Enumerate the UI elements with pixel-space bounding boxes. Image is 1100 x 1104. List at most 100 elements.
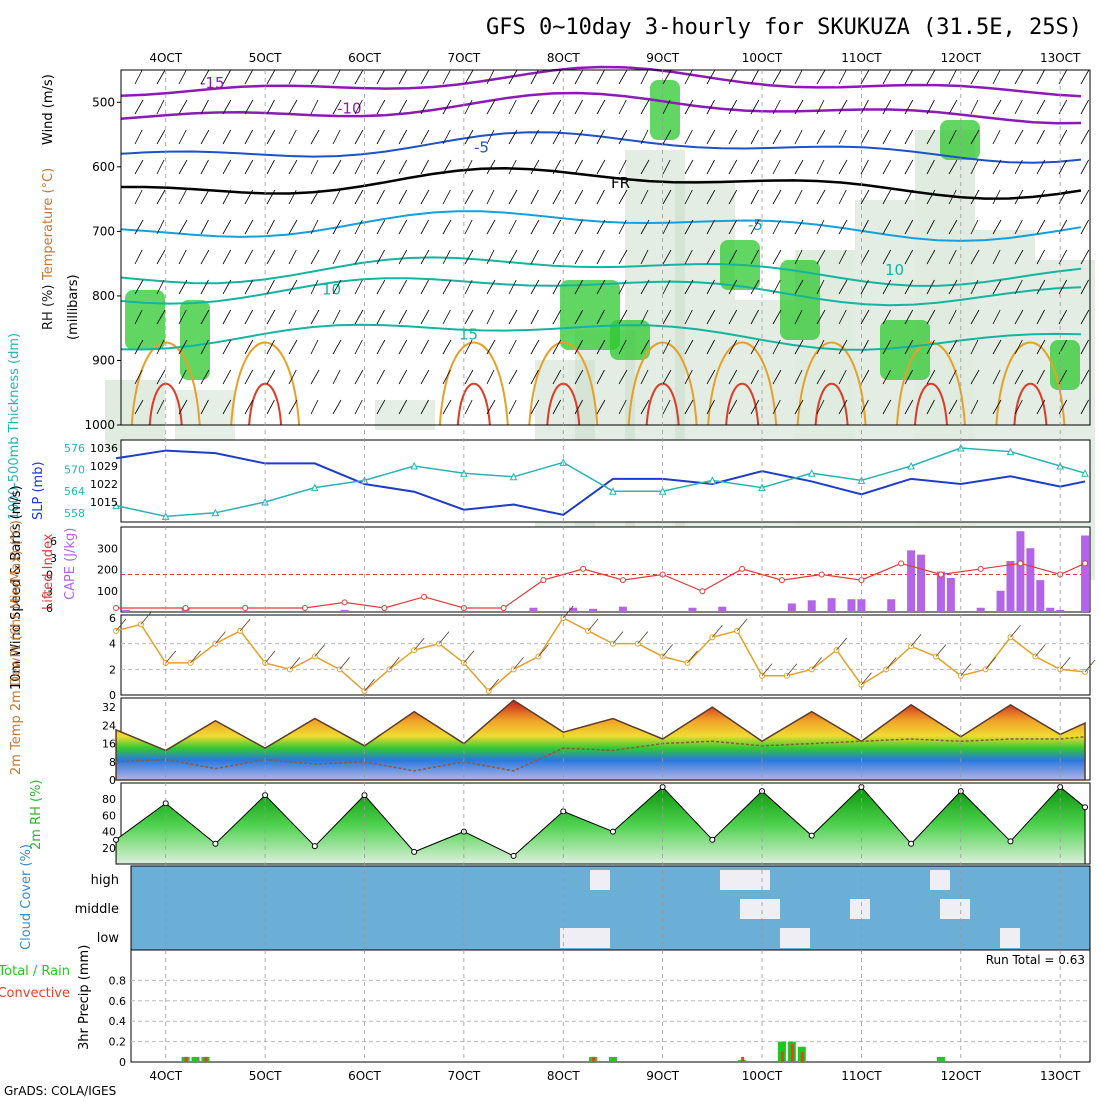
thickness-point [310, 483, 319, 492]
wind-barb [178, 399, 188, 415]
pressure-tick-label: 900 [92, 353, 115, 367]
wind-barb [420, 189, 430, 205]
precip-convective-bar [184, 1056, 188, 1062]
wind-10m-barb [637, 631, 649, 644]
wind-barb [530, 129, 539, 145]
wind-barb [948, 249, 957, 265]
wind-barb [1014, 159, 1023, 175]
wind-barb [354, 309, 364, 325]
wind-barb [222, 189, 232, 205]
rh-area [115, 786, 1086, 865]
wind-barb [1058, 129, 1068, 145]
wind-barb [530, 339, 540, 355]
wind-barb [354, 69, 364, 85]
wind-barb [838, 159, 848, 175]
wind-barb [970, 279, 979, 295]
wind-barb [398, 369, 408, 385]
wind-barb [530, 309, 539, 325]
wind-barb [1058, 279, 1068, 295]
wind-barb [464, 159, 473, 175]
wind-barb [442, 249, 451, 265]
wind-barb [838, 219, 848, 235]
wind-barb [310, 159, 319, 175]
wind-barb [1014, 279, 1023, 295]
wind-barb [772, 69, 782, 85]
wind-barb [706, 69, 716, 85]
wind-barb [244, 399, 254, 415]
wind-barb [706, 399, 715, 415]
wind-barb [904, 309, 914, 325]
wind-10m-panel: 0 2 4 6 10m Wind Speed & Barbs (m/s) [9, 485, 1096, 702]
isotherm-line-1 [120, 91, 1082, 125]
x-tick-label-top: 10OCT [742, 51, 783, 65]
wind-barb [838, 69, 847, 85]
wind-barb [442, 159, 452, 175]
cape-bar [887, 599, 896, 612]
wind-barb [882, 279, 892, 295]
wind-barb [992, 69, 1001, 85]
wind-barb [838, 339, 848, 355]
wind-barb [618, 129, 628, 145]
wind-barb [1036, 189, 1045, 205]
li-point [182, 605, 189, 611]
wind-barb [640, 339, 650, 355]
rh-point [1007, 838, 1014, 845]
wind-barb [1080, 189, 1090, 205]
wind-barb [552, 129, 562, 145]
li-point [1082, 560, 1089, 567]
wind-barb [486, 129, 495, 145]
wind-barb [486, 69, 495, 85]
wind-barb [420, 99, 429, 115]
wind-barb [750, 309, 759, 325]
wind-barb [750, 159, 760, 175]
wind-10m-barb [761, 663, 773, 677]
wind-barb [662, 399, 671, 415]
wind-barb [266, 369, 276, 385]
li-point [580, 565, 587, 572]
cape-panel-frame [120, 526, 1091, 613]
millibars-axis-label: (millibars) [66, 274, 81, 340]
wind-barb [662, 189, 672, 205]
wind-barb [552, 219, 562, 235]
wind-barb [574, 339, 584, 355]
footer-credit: GrADS: COLA/IGES [4, 1084, 116, 1098]
wind-barb [684, 159, 694, 175]
precip-axis-label: 3hr Precip (mm) [77, 945, 92, 1050]
wind-barb [728, 99, 738, 115]
wind-barb [882, 249, 892, 265]
x-tick-label-bottom: 5OCT [249, 1069, 282, 1083]
wind-barb [464, 249, 474, 265]
x-tick-label-top: 6OCT [348, 51, 381, 65]
wind-barb [530, 189, 539, 205]
wind-barb [442, 309, 451, 325]
wind-barb [266, 249, 276, 265]
cape-bar [847, 599, 856, 612]
li-axis-label: Lifted Index [41, 533, 56, 610]
li-point [937, 571, 944, 578]
wind-barb [992, 99, 1002, 115]
wind-barb [288, 69, 297, 85]
wind-10m-barb [488, 678, 500, 692]
wind-barb [288, 129, 297, 145]
wind-barb [684, 279, 694, 295]
wind-barb [882, 399, 892, 415]
wind-barb [486, 189, 495, 205]
rh-saturated-region-0 [125, 290, 165, 350]
wind-barb [222, 129, 232, 145]
wind-barb [640, 99, 650, 115]
wind-barb [134, 129, 143, 145]
wind-barb [772, 399, 781, 415]
wind-barb [772, 279, 781, 295]
hot-isotherm-dome-7 [913, 382, 948, 426]
wind-barb [816, 279, 825, 295]
wind-barb [1080, 129, 1090, 145]
wind-barb [772, 249, 782, 265]
wind-barb [860, 99, 869, 115]
wind-barb [596, 69, 605, 85]
wind-barb [200, 339, 209, 355]
wind-barb [1058, 249, 1068, 265]
wind-barb [574, 129, 584, 145]
temp-tick-label: 16 [102, 738, 116, 751]
wind-barb [178, 129, 187, 145]
